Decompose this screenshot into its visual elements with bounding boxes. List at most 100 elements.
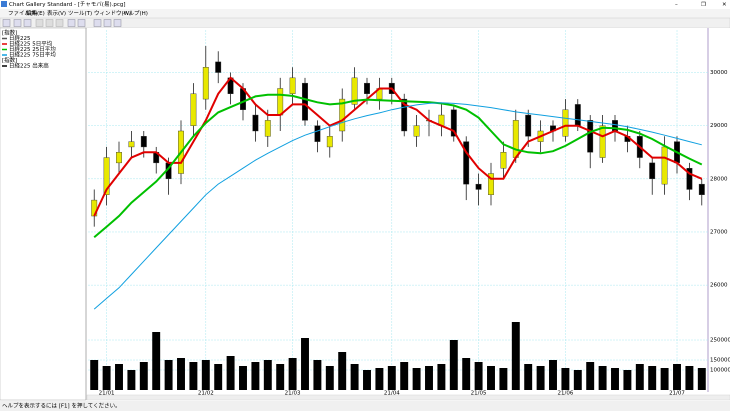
panel-header: [指数] [2, 56, 17, 64]
candle-body [698, 183, 705, 195]
toolbar-buttons [2, 19, 122, 27]
candle-body [686, 167, 693, 190]
candle-body [500, 152, 507, 169]
x-tick-label: 21/01 [99, 391, 115, 397]
tool-button[interactable] [67, 19, 76, 27]
tool-button[interactable] [103, 19, 112, 27]
candle-body [475, 183, 482, 190]
volume-bar [325, 366, 334, 390]
candle-body [289, 77, 296, 94]
volume-bar [226, 356, 235, 390]
window-title: Chart Gallery Standard - [チャモバ(易).pcg] [9, 1, 126, 8]
candle-body [364, 82, 370, 94]
volume-bar [487, 366, 495, 390]
title-bar [0, 0, 730, 9]
candle-body [103, 157, 110, 195]
volume-bar [400, 362, 409, 390]
candle-body [252, 114, 259, 132]
candle-body [574, 104, 581, 126]
menu-item[interactable]: ファイル(F) [8, 10, 37, 17]
tool-button[interactable] [35, 19, 44, 27]
volume-bar [549, 360, 557, 390]
legend-entry: 日経225 25日平均 [9, 45, 56, 53]
volume-bar [214, 364, 223, 390]
candle-body [413, 125, 420, 137]
x-tick-label: 21/07 [669, 391, 685, 397]
volume-bar [313, 360, 322, 390]
volume-bar [201, 360, 210, 390]
candle-body [450, 109, 457, 137]
volume-bar [511, 322, 520, 390]
candle-body [401, 98, 408, 132]
volume-bar [276, 364, 285, 390]
volume-bar [536, 366, 545, 390]
volume-bar [177, 358, 185, 390]
volume-bar [363, 370, 371, 390]
candle-body [351, 77, 358, 105]
x-tick-label: 21/02 [198, 391, 214, 397]
volume-bar [288, 358, 297, 390]
tool-button[interactable] [23, 19, 32, 27]
tool-button[interactable] [113, 19, 122, 27]
tool-button[interactable] [13, 19, 22, 27]
y-tick-label: 30000 [710, 70, 728, 76]
menu-item[interactable]: 表示(V) [47, 9, 66, 17]
tool-button[interactable] [55, 19, 64, 27]
tool-button[interactable] [93, 19, 102, 27]
scrollbar[interactable] [86, 394, 730, 401]
volume-bar [301, 338, 309, 390]
minimize-button[interactable]: – [675, 2, 678, 8]
candle-body [562, 109, 569, 137]
volume-bar [499, 368, 508, 390]
candle-body [599, 125, 606, 158]
volume-bar [586, 362, 595, 390]
y-tick-label: 26000 [710, 283, 728, 289]
candle-body [140, 136, 147, 148]
volume-bar [573, 370, 582, 390]
volume-bar [462, 358, 471, 390]
vol-tick-label: 1500000 [710, 358, 730, 364]
candle-body [649, 162, 656, 180]
volume-bar [437, 364, 446, 390]
y-tick-label: 28000 [710, 176, 728, 182]
y-tick-label: 29000 [710, 123, 728, 129]
volume-bar [685, 366, 694, 390]
y-tick-label: 27000 [710, 229, 728, 235]
volume-bar [673, 364, 681, 390]
volume-bar [425, 366, 433, 390]
candle-body [339, 98, 346, 132]
candle-body [215, 61, 222, 73]
vol-tick-label: 1000000 [710, 368, 730, 374]
maximize-button[interactable]: ❐ [701, 1, 706, 8]
volume-bar [524, 364, 533, 390]
volume-bar [611, 368, 619, 390]
volume-bar [449, 340, 458, 390]
menu-item[interactable]: ツール(T) [68, 11, 92, 17]
legend-panel [0, 27, 87, 401]
candle-body [512, 120, 519, 158]
candle-body [525, 114, 532, 137]
x-tick-label: 21/06 [557, 391, 573, 397]
tool-button[interactable] [2, 19, 11, 27]
tool-button[interactable] [45, 19, 54, 27]
menu-item[interactable]: ウィンドウ(W) [94, 9, 131, 17]
ma-line [93, 93, 703, 239]
menu-item[interactable]: 編集(E) [26, 9, 45, 17]
legend-entry: 日経225 出来高 [9, 62, 49, 70]
candle-body [264, 120, 271, 137]
legend-entry: 日経225 [9, 34, 31, 42]
volume-bar [561, 368, 570, 390]
candle-body [202, 67, 209, 100]
close-button[interactable]: ✕ [722, 2, 727, 8]
volume-bar [350, 364, 359, 390]
app-icon [1, 1, 7, 7]
volume-bar [251, 362, 260, 390]
candle-body [326, 136, 333, 148]
volume-bar [338, 352, 347, 390]
menu-item[interactable]: ヘルプ(H) [123, 10, 148, 17]
volume-bar [90, 360, 99, 390]
tool-button[interactable] [77, 19, 86, 27]
volume-bar [152, 332, 161, 390]
volume-bar [598, 366, 607, 390]
candle-body [116, 152, 122, 164]
